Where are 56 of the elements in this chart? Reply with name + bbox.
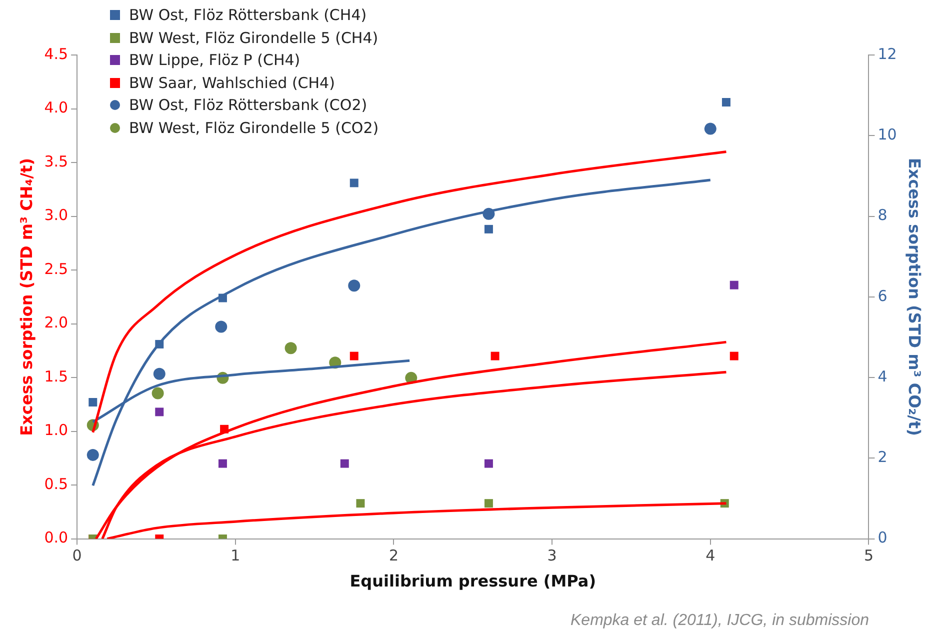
legend-label: BW West, Flöz Girondelle 5 (CO2)	[129, 118, 379, 138]
y-tick-label: 3.0	[44, 206, 68, 224]
line-series	[92, 178, 712, 487]
point	[348, 280, 360, 292]
y-tick-label: 1.0	[44, 421, 68, 440]
x-tick-label: 0	[72, 546, 82, 565]
point	[152, 387, 164, 400]
y2-tick-label: 0	[878, 528, 888, 547]
y2-tick-label: 2	[878, 448, 888, 466]
point	[490, 352, 500, 360]
legend-label: BW Ost, Flöz Röttersbank (CH4)	[129, 5, 367, 26]
point	[356, 499, 365, 508]
point	[215, 320, 228, 333]
y-tick-label: 3.5	[44, 152, 68, 170]
x-axis-title: Equilibrium pressure (MPa)	[350, 572, 596, 591]
y2-tick-label: 10	[878, 126, 897, 144]
point	[88, 398, 98, 407]
line-series	[92, 150, 728, 434]
x-tick-label: 5	[864, 546, 874, 565]
point	[730, 280, 738, 290]
y-tick-label: 4.0	[44, 98, 68, 117]
point	[704, 122, 716, 135]
point	[153, 368, 166, 380]
legend-label: BW Ost, Flöz Röttersbank (CO2)	[129, 95, 368, 116]
point	[284, 342, 297, 354]
point	[484, 224, 493, 234]
x-tick-label: 4	[706, 546, 716, 565]
y-tick-label: 1.5	[44, 367, 68, 386]
y2-tick-label: 6	[878, 286, 888, 305]
legend-label: BW Saar, Wahlschied (CH4)	[129, 72, 335, 94]
x-tick-label: 2	[388, 546, 398, 565]
x-tick-label: 3	[547, 546, 557, 565]
point	[218, 459, 227, 468]
point	[340, 459, 349, 468]
point	[350, 178, 358, 188]
y2-tick-label: 12	[878, 44, 897, 63]
y2-axis-title: Excess sorption (STD m³ CO₂/t)	[905, 158, 924, 436]
point	[484, 499, 493, 508]
y2-tick-label: 8	[878, 206, 888, 224]
y-tick-label: 2.0	[44, 314, 68, 332]
point	[86, 448, 99, 461]
legend-label: BW Lippe, Flöz P (CH4)	[129, 50, 300, 71]
point	[350, 352, 358, 360]
text: Kempka et al. (2011), IJCG, in submission	[570, 612, 869, 630]
y-axis-title: Excess sorption (STD m³ CH₄/t)	[16, 158, 36, 436]
point	[722, 98, 730, 107]
y-tick-label: 0.0	[44, 528, 68, 547]
y-tick-label: 2.5	[44, 260, 68, 278]
point	[155, 408, 164, 416]
point	[484, 459, 493, 468]
x-tick-label: 1	[230, 546, 240, 565]
y-tick-label: 0.5	[44, 474, 68, 493]
y-tick-label: 4.5	[44, 44, 68, 63]
point	[730, 352, 738, 360]
y2-tick-label: 4	[878, 367, 888, 386]
legend-label: BW West, Flöz Girondelle 5 (CH4)	[129, 28, 378, 48]
